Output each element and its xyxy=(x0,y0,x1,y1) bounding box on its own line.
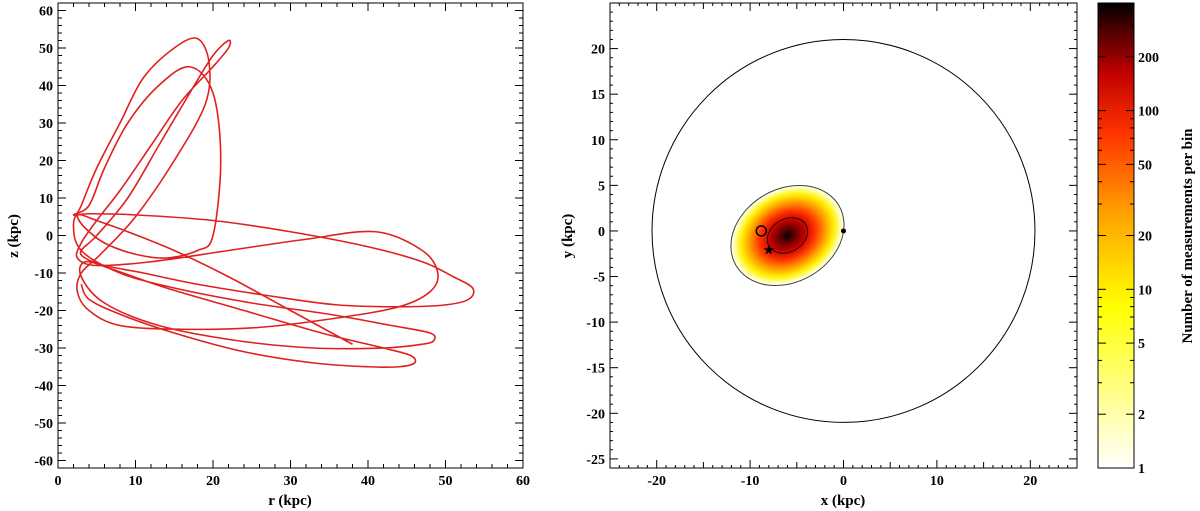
colorbar-ticks xyxy=(1098,2,1134,469)
outer-circle xyxy=(651,38,1036,423)
orbit-axis-ticks xyxy=(57,2,524,469)
orbit-y-tick-label: -20 xyxy=(34,305,53,320)
orbit-x-tick-label: 50 xyxy=(439,474,453,489)
density-x-axis-label: x (kpc) xyxy=(821,493,866,509)
orbit-x-tick-label: 60 xyxy=(516,474,530,489)
galactic-center-dot xyxy=(841,228,846,234)
density-x-tick-label: 0 xyxy=(840,474,847,489)
orbit-x-tick-label: 30 xyxy=(284,474,298,489)
orbit-plot-frame xyxy=(57,2,524,469)
density-y-axis-label: y (kpc) xyxy=(560,214,576,259)
orbit-y-tick-label: -60 xyxy=(34,455,53,470)
density-y-tick-label: -5 xyxy=(593,271,605,286)
density-y-tick-label: 20 xyxy=(591,43,605,58)
orbit-y-tick-label: 30 xyxy=(39,117,53,132)
density-y-tick-label: 10 xyxy=(591,134,605,149)
density-axis-ticks xyxy=(609,2,1078,469)
colorbar-tick-label: 5 xyxy=(1138,337,1145,352)
orbit-x-tick-label: 20 xyxy=(206,474,220,489)
colorbar-tick-label: 200 xyxy=(1138,51,1159,66)
orbit-y-tick-label: -30 xyxy=(34,342,53,357)
colorbar-tick-label: 100 xyxy=(1138,105,1159,120)
open-circle-marker xyxy=(755,225,768,237)
density-y-tick-label: -10 xyxy=(586,316,605,331)
colorbar-tick-labels: 1 2 5 10 20 50 100 200 xyxy=(1138,51,1159,477)
density-y-tick-label: -25 xyxy=(586,453,605,468)
orbit-y-tick-label: -50 xyxy=(34,417,53,432)
density-y-tick-label: 5 xyxy=(598,179,605,194)
orbit-panel: 0 10 20 30 40 50 60 -60 -50 -40 -30 -20 -10 0 10 20 30 40… xyxy=(6,2,530,509)
orbit-y-tick-label: -40 xyxy=(34,380,53,395)
density-inner-contour xyxy=(766,217,809,254)
colorbar-label: Number of measurements per bin xyxy=(1180,128,1196,344)
density-tick-labels: -20 -10 0 10 20 -25 -20 -15 -10 -5 0 5 10 15 20 xyxy=(586,43,1037,489)
orbit-y-tick-label: -10 xyxy=(34,267,53,282)
density-y-tick-label: -20 xyxy=(586,407,605,422)
orbit-y-tick-label: 60 xyxy=(39,5,53,20)
orbit-line xyxy=(72,37,475,369)
density-cloud xyxy=(729,184,846,287)
orbit-y-tick-label: 0 xyxy=(46,230,53,245)
orbit-x-axis-label: r (kpc) xyxy=(268,493,311,509)
density-x-tick-label: -20 xyxy=(647,474,666,489)
colorbar-tick-label: 20 xyxy=(1138,230,1152,245)
colorbar-tick-label: 50 xyxy=(1138,158,1152,173)
density-x-tick-label: -10 xyxy=(741,474,760,489)
orbit-y-tick-label: 50 xyxy=(39,42,53,57)
orbit-tick-labels: 0 10 20 30 40 50 60 -60 -50 -40 -30 -20 -10 0 10 20 30 40… xyxy=(34,5,530,490)
orbit-y-axis-label: z (kpc) xyxy=(6,214,22,258)
colorbar-tick-label: 2 xyxy=(1138,408,1145,423)
density-panel: ★ -20 -10 0 10 20 -25 -20 -15 -10 -5 0 5 10 15 20 x (k… xyxy=(560,2,1078,509)
orbit-x-tick-label: 0 xyxy=(55,474,62,489)
star-marker: ★ xyxy=(762,244,775,259)
density-x-tick-label: 10 xyxy=(930,474,944,489)
orbit-x-tick-label: 40 xyxy=(361,474,375,489)
orbit-y-tick-label: 10 xyxy=(39,192,53,207)
density-y-tick-label: 15 xyxy=(591,88,605,103)
orbit-y-tick-label: 40 xyxy=(39,80,53,95)
orbit-y-tick-label: 20 xyxy=(39,155,53,170)
orbit-x-tick-label: 10 xyxy=(129,474,143,489)
density-y-tick-label: -15 xyxy=(586,362,605,377)
colorbar-tick-label: 10 xyxy=(1138,283,1152,298)
colorbar-tick-label: 1 xyxy=(1138,462,1145,477)
density-y-tick-label: 0 xyxy=(598,225,605,240)
colorbar: 1 2 5 10 20 50 100 200 Number of measurements p… xyxy=(1097,2,1196,477)
density-x-tick-label: 20 xyxy=(1023,474,1037,489)
